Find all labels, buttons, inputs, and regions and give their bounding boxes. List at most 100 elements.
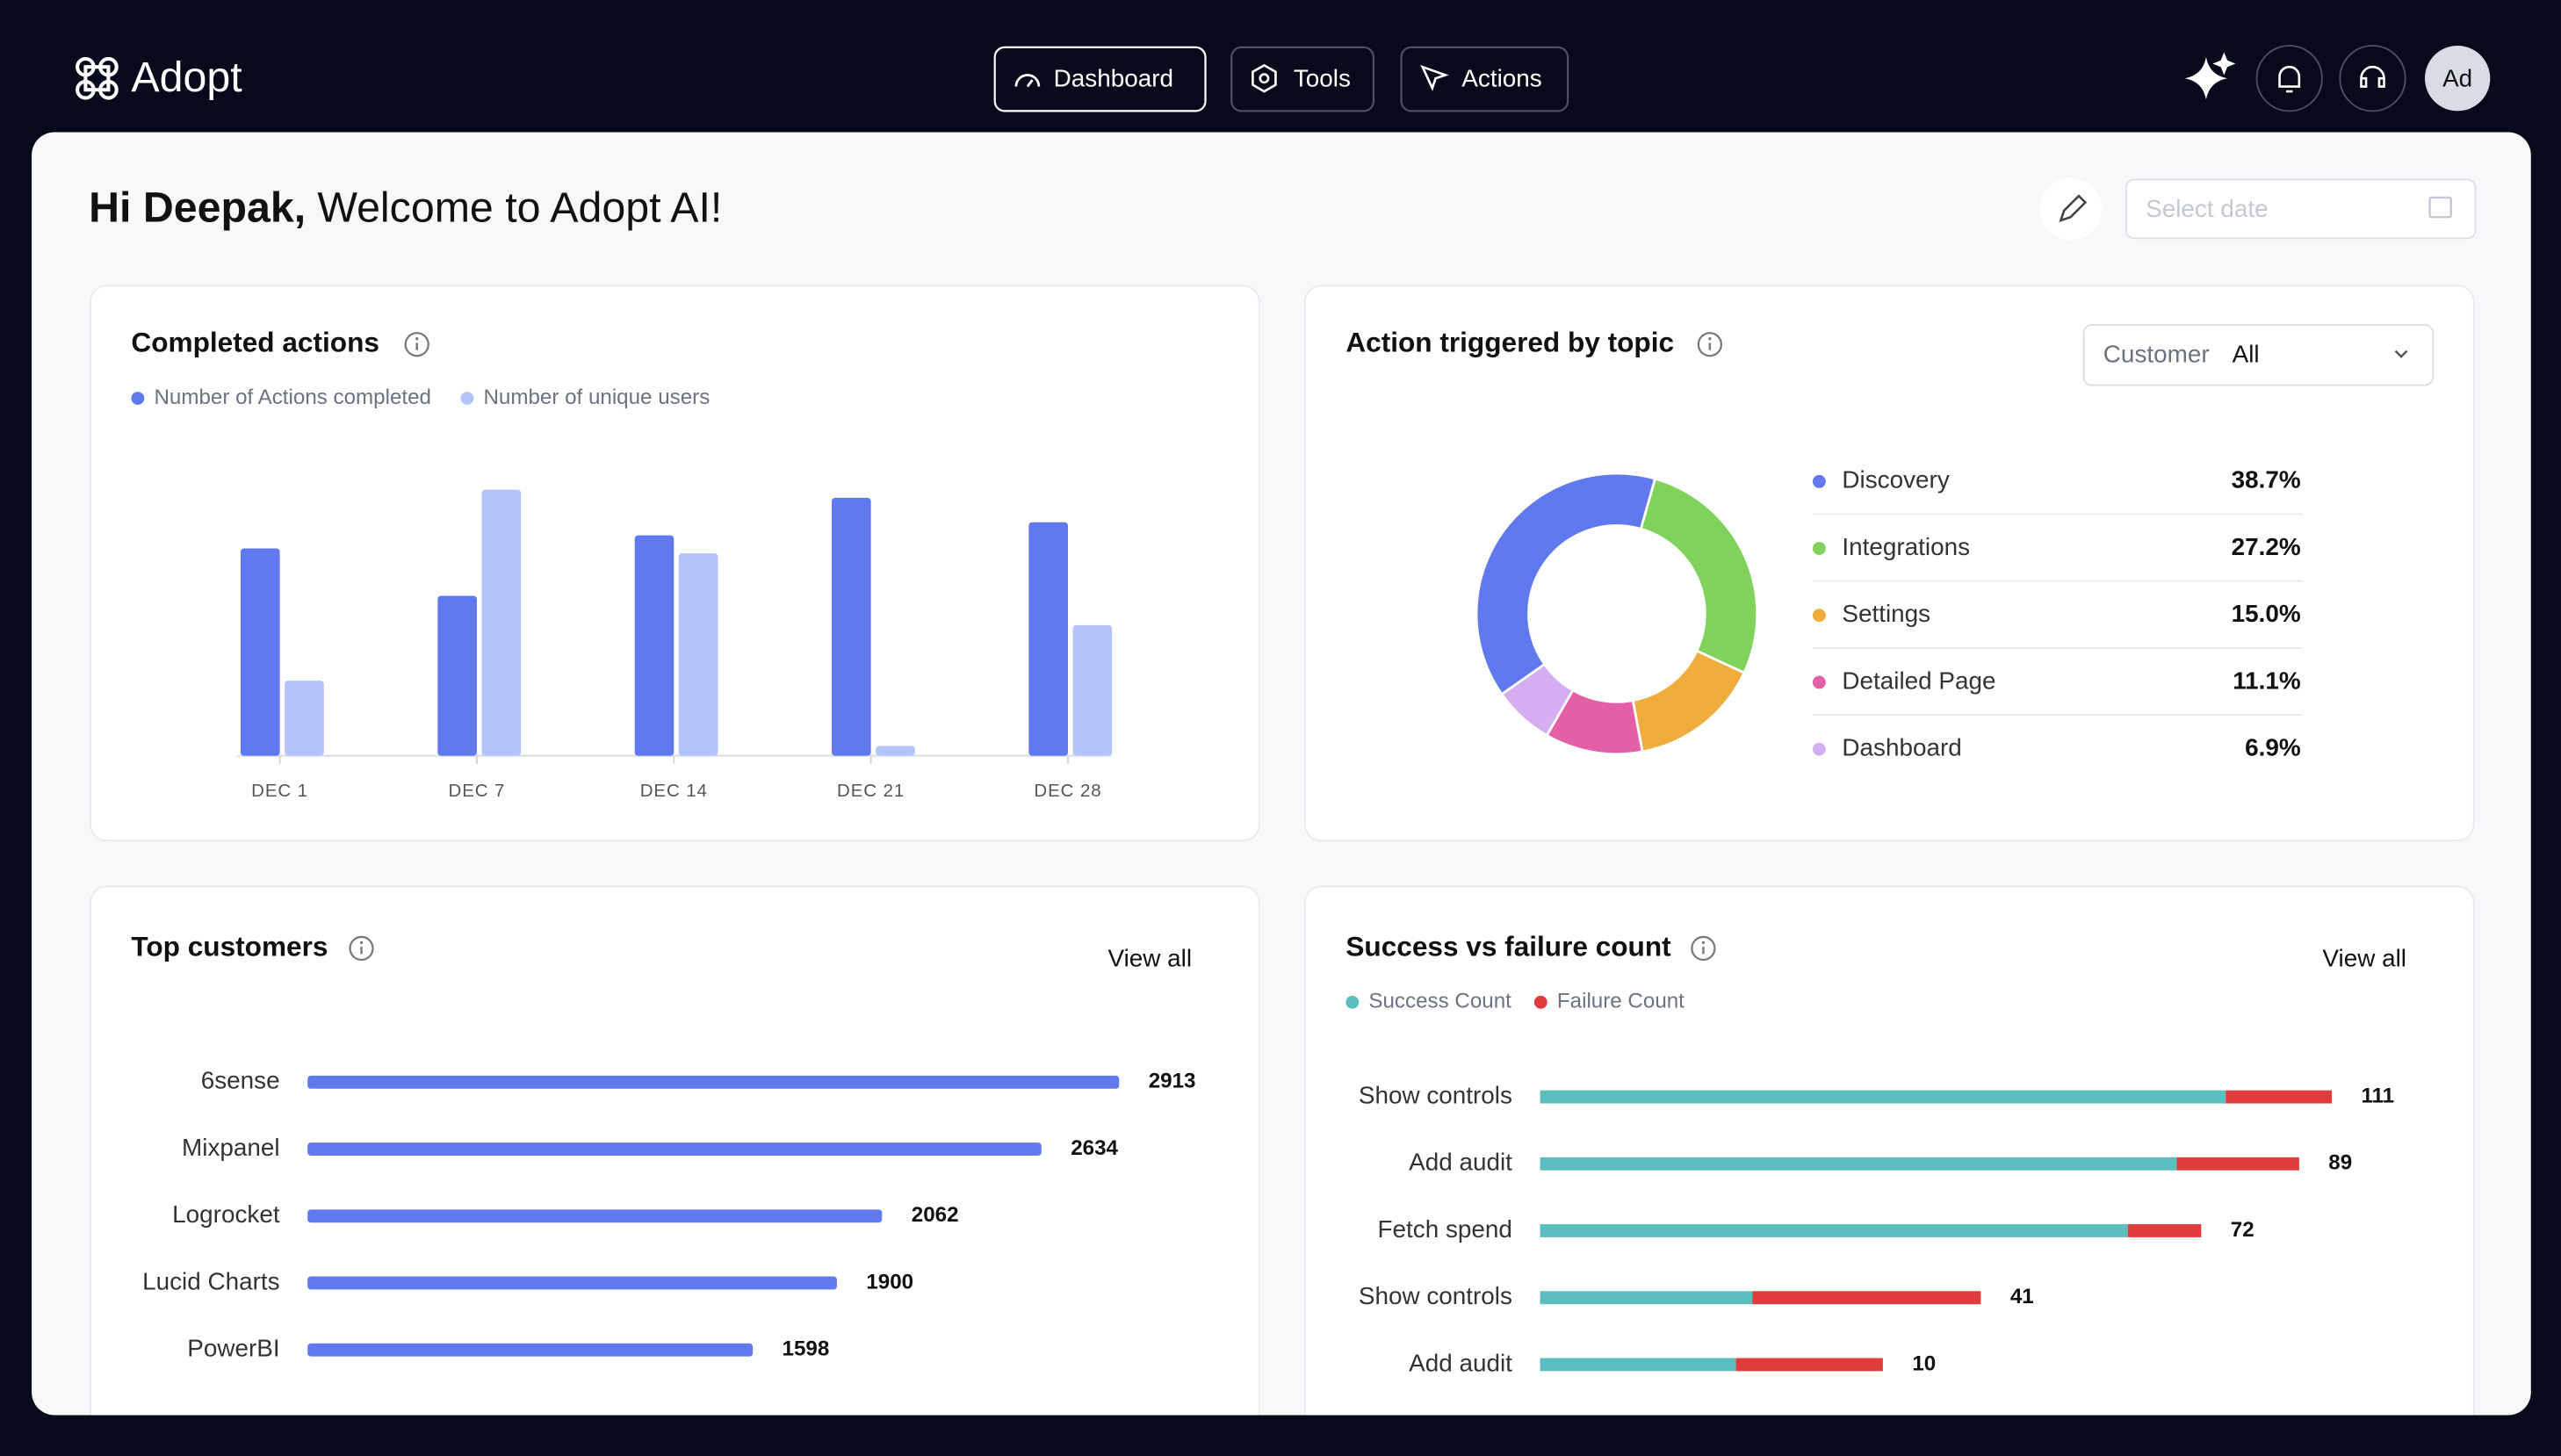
- bar-segment: [2226, 1090, 2333, 1104]
- value-label: 38.7%: [2232, 466, 2301, 494]
- card-title: Success vs failure count: [1345, 930, 1671, 962]
- edit-button[interactable]: [2039, 177, 2102, 241]
- card-title: Completed actions: [131, 327, 379, 358]
- card: [90, 885, 1260, 1416]
- category-label: Add audit: [1409, 1149, 1512, 1176]
- pie-slice: [1475, 472, 1657, 696]
- bar: [481, 489, 522, 756]
- nav-dashboard[interactable]: [993, 46, 1207, 112]
- nav-tools[interactable]: [1230, 46, 1375, 112]
- tools-icon: [1252, 63, 1277, 93]
- pie-slice: [1500, 662, 1575, 738]
- category-label: Mixpanel: [182, 1134, 280, 1161]
- value-label: 2634: [1071, 1136, 1118, 1160]
- support-button[interactable]: [2339, 45, 2406, 112]
- card-title: Action triggered by topic: [1345, 327, 1674, 358]
- bar: [876, 746, 915, 756]
- value-label: 2062: [912, 1203, 959, 1227]
- welcome: Welcome to Adopt AI!: [317, 184, 722, 232]
- nav-item[interactable]: Dashboard: [1054, 64, 1173, 91]
- info-icon-dot: [1701, 941, 1706, 945]
- bar-segment: [1752, 1291, 1981, 1305]
- info-icon-dot: [359, 941, 364, 945]
- x-tick-label: DEC 21: [837, 781, 905, 801]
- bar: [1028, 522, 1068, 756]
- headset-icon: [2360, 65, 2385, 88]
- bar: [307, 1343, 754, 1357]
- bar-segment: [1540, 1291, 1753, 1305]
- customer-dropdown[interactable]: [2082, 323, 2435, 386]
- notifications-button[interactable]: [2255, 45, 2323, 112]
- bar: [307, 1276, 837, 1290]
- x-tick-label: DEC 14: [640, 781, 708, 801]
- legend-label: Number of unique users: [483, 386, 710, 409]
- nav-actions[interactable]: [1400, 46, 1569, 112]
- info-icon: [1697, 332, 1722, 357]
- category-label: PowerBI: [187, 1335, 279, 1362]
- legend-swatch: [1812, 474, 1826, 488]
- info-icon: [349, 935, 374, 962]
- avatar[interactable]: [2424, 46, 2491, 112]
- legend-swatch: [1812, 609, 1826, 623]
- info-icon: [1691, 935, 1716, 962]
- brand: Adopt: [131, 54, 242, 101]
- count-label: 89: [2328, 1151, 2352, 1175]
- bar: [307, 1075, 1120, 1089]
- bar-segment: [2176, 1157, 2299, 1171]
- category-label: Lucid Charts: [142, 1267, 279, 1294]
- chevron: [2394, 350, 2408, 358]
- bar: [307, 1209, 883, 1223]
- dashboard-icon: [1014, 74, 1041, 88]
- bar-segment: [2127, 1224, 2202, 1237]
- legend-swatch: [460, 392, 474, 405]
- legend-swatch: [1812, 742, 1826, 756]
- category-label: 6sense: [201, 1067, 280, 1094]
- x-tick-label: DEC 1: [251, 781, 308, 801]
- bar: [678, 553, 718, 756]
- legend-label: Detailed Page: [1842, 667, 1995, 694]
- category-label: Show controls: [1359, 1081, 1512, 1108]
- value-label: 6.9%: [2245, 734, 2301, 761]
- bar-segment: [1540, 1090, 2226, 1104]
- bar: [1072, 624, 1113, 756]
- tools-icon-dot: [1259, 73, 1270, 84]
- card-title: Top customers: [131, 930, 328, 962]
- filter-label: Customer: [2103, 341, 2210, 368]
- date-input[interactable]: [2125, 178, 2477, 240]
- calendar-icon: [2428, 196, 2452, 219]
- ai-icon[interactable]: [2184, 52, 2236, 100]
- count-label: 72: [2231, 1218, 2254, 1242]
- legend-label: Discovery: [1842, 466, 1949, 494]
- info-icon-dot: [1708, 337, 1712, 341]
- legend-swatch: [131, 392, 145, 405]
- view-all[interactable]: View all: [1108, 944, 1193, 971]
- bar: [832, 497, 871, 756]
- legend-label: Settings: [1842, 600, 1930, 627]
- x-tick-label: DEC 7: [449, 781, 506, 801]
- nav-item[interactable]: Tools: [1294, 64, 1351, 91]
- pie-slice: [1639, 477, 1759, 674]
- value-label: 1598: [783, 1337, 830, 1361]
- actions-icon: [1420, 64, 1449, 91]
- filter-value: All: [2233, 341, 2260, 368]
- bar: [307, 1142, 1042, 1156]
- bar: [437, 595, 477, 756]
- category-label: Show controls: [1359, 1282, 1512, 1309]
- legend-label: Number of Actions completed: [154, 386, 431, 409]
- bar-segment: [1540, 1358, 1736, 1372]
- bell-icon: [2278, 65, 2301, 93]
- greeting: Hi Deepak,: [89, 184, 306, 232]
- view-all[interactable]: View all: [2322, 944, 2406, 971]
- category-label: Fetch spend: [1378, 1215, 1512, 1243]
- legend-label: Failure Count: [1557, 990, 1684, 1013]
- value-label: 27.2%: [2232, 533, 2301, 560]
- value-label: 15.0%: [2232, 600, 2301, 627]
- x-tick-label: DEC 28: [1034, 781, 1101, 801]
- info-icon: [404, 332, 429, 357]
- count-label: 111: [2361, 1084, 2394, 1107]
- legend-swatch: [1812, 675, 1826, 689]
- edit-icon: [2059, 194, 2088, 222]
- nav-item[interactable]: Actions: [1461, 64, 1541, 91]
